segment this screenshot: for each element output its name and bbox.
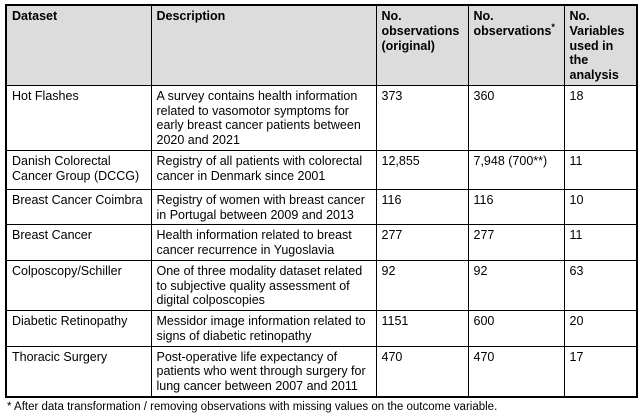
table-row: Breast Cancer Coimbra Registry of women … [5,188,638,226]
obs-original-cell: 470 [375,345,469,398]
dataset-cell: Breast Cancer Coimbra [5,188,152,226]
table-row: Colposcopy/Schiller One of three modalit… [5,259,638,312]
description-cell: A survey contains health information rel… [150,84,377,151]
dataset-cell: Hot Flashes [5,84,152,151]
obs-after-cell: 116 [467,188,565,226]
header-obs-after-label: No. observations [473,9,552,38]
obs-after-cell: 600 [467,310,565,347]
table-row: Danish Colorectal Cancer Group (DCCG) Re… [5,149,638,190]
obs-original-cell: 116 [375,188,469,226]
footnotes: * After data transformation / removing o… [0,398,640,413]
footnote-asterisk: * After data transformation / removing o… [7,400,498,413]
variables-cell: 11 [563,224,638,261]
table-row: Hot Flashes A survey contains health inf… [5,84,638,151]
description-cell: Messidor image information related to si… [150,310,377,347]
obs-after-cell: 92 [467,259,565,312]
obs-original-cell: 12,855 [375,149,469,190]
dataset-cell: Colposcopy/Schiller [5,259,152,312]
dataset-cell: Diabetic Retinopathy [5,310,152,347]
header-cell-description: Description [150,4,377,86]
obs-after-cell: 277 [467,224,565,261]
dataset-cell: Thoracic Surgery [5,345,152,398]
datasets-table: Dataset Description No. observations (or… [5,4,638,398]
header-cell-dataset: Dataset [5,4,152,86]
variables-cell: 11 [563,149,638,190]
obs-after-cell: 360 [467,84,565,151]
description-cell: Registry of women with breast cancer in … [150,188,377,226]
description-cell: One of three modality dataset related to… [150,259,377,312]
obs-original-cell: 1151 [375,310,469,347]
variables-cell: 18 [563,84,638,151]
header-cell-variables: No. Variables used in the analysis [563,4,638,86]
obs-original-cell: 92 [375,259,469,312]
asterisk-superscript: * [551,21,555,32]
header-cell-obs-after: No. observations* [467,4,565,86]
description-cell: Registry of all patients with colorectal… [150,149,377,190]
variables-cell: 10 [563,188,638,226]
table-header-row: Dataset Description No. observations (or… [5,4,638,86]
dataset-cell: Breast Cancer [5,224,152,261]
table-container: Dataset Description No. observations (or… [5,4,638,398]
description-cell: Health information related to breast can… [150,224,377,261]
variables-cell: 17 [563,345,638,398]
obs-after-cell: 7,948 (700**) [467,149,565,190]
description-cell: Post-operative life expectancy of patien… [150,345,377,398]
table-row: Diabetic Retinopathy Messidor image info… [5,310,638,347]
obs-original-cell: 277 [375,224,469,261]
obs-original-cell: 373 [375,84,469,151]
variables-cell: 63 [563,259,638,312]
table-row: Breast Cancer Health information related… [5,224,638,261]
header-cell-obs-original: No. observations (original) [375,4,469,86]
dataset-cell: Danish Colorectal Cancer Group (DCCG) [5,149,152,190]
obs-after-cell: 470 [467,345,565,398]
table-row: Thoracic Surgery Post-operative life exp… [5,345,638,398]
variables-cell: 20 [563,310,638,347]
